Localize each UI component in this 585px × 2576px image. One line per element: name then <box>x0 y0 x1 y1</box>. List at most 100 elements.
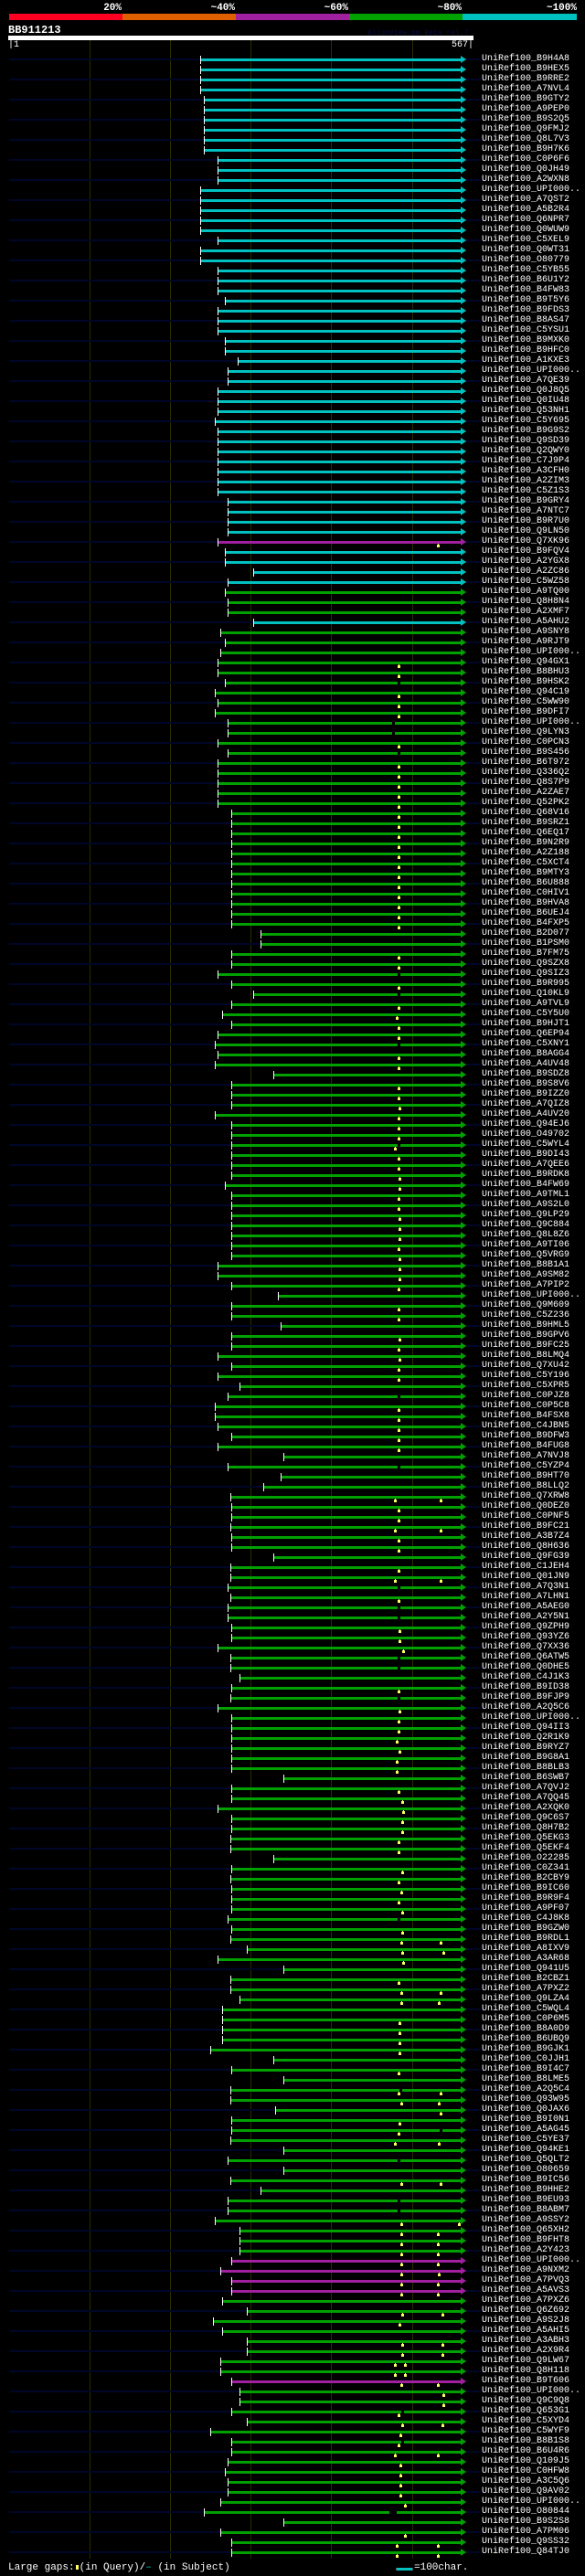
alignment-bar[interactable] <box>225 682 461 684</box>
hit-label[interactable]: UniRef100_Q52PK2 <box>482 798 570 808</box>
hit-label[interactable]: UniRef100_B4FUG8 <box>482 1441 570 1451</box>
hit-label[interactable]: UniRef100_A7Q3N1 <box>482 1582 570 1592</box>
alignment-bar[interactable] <box>203 129 461 132</box>
hit-label[interactable]: UniRef100_Q8H8N4 <box>482 597 570 607</box>
alignment-bar[interactable] <box>239 1385 461 1388</box>
hit-label[interactable]: UniRef100_Q84TJ0 <box>482 2547 570 2557</box>
alignment-bar[interactable] <box>200 209 461 212</box>
alignment-bar[interactable] <box>231 1747 461 1750</box>
alignment-bar[interactable] <box>227 511 461 514</box>
hit-label[interactable]: UniRef100_B9GZW0 <box>482 1924 570 1934</box>
hit-label[interactable]: UniRef100_UPI000.. <box>482 185 581 195</box>
alignment-bar[interactable] <box>217 973 461 976</box>
alignment-bar[interactable] <box>229 1667 461 1670</box>
hit-label[interactable]: UniRef100_A2ZAE7 <box>482 788 570 798</box>
alignment-bar[interactable] <box>214 2220 461 2222</box>
hit-label[interactable]: UniRef100_B8AGG4 <box>482 1049 570 1059</box>
hit-label[interactable]: UniRef100_B9MXK0 <box>482 335 570 345</box>
alignment-bar[interactable] <box>231 1305 461 1308</box>
alignment-bar[interactable] <box>217 239 461 242</box>
alignment-bar[interactable] <box>227 1606 461 1609</box>
alignment-bar[interactable] <box>231 1134 461 1137</box>
alignment-bar[interactable] <box>231 1164 461 1167</box>
alignment-bar[interactable] <box>260 933 461 936</box>
hit-label[interactable]: UniRef100_Q8L7V3 <box>482 134 570 144</box>
hit-label[interactable]: UniRef100_A5AHU2 <box>482 617 570 627</box>
hit-label[interactable]: UniRef100_A5B2R4 <box>482 205 570 215</box>
alignment-bar[interactable] <box>217 481 461 483</box>
hit-label[interactable]: UniRef100_Q0JAX6 <box>482 2104 570 2115</box>
hit-label[interactable]: UniRef100_B9SDZ8 <box>482 1069 570 1079</box>
alignment-bar[interactable] <box>239 2230 461 2232</box>
hit-label[interactable]: UniRef100_Q0JH49 <box>482 164 570 175</box>
hit-label[interactable]: UniRef100_Q9SIZ3 <box>482 969 570 979</box>
alignment-bar[interactable] <box>214 1405 461 1408</box>
hit-label[interactable]: UniRef100_Q9AV02 <box>482 2486 570 2496</box>
alignment-bar[interactable] <box>217 461 461 463</box>
hit-label[interactable]: UniRef100_A2Y423 <box>482 2245 570 2255</box>
alignment-bar[interactable] <box>217 290 461 292</box>
alignment-bar[interactable] <box>231 883 461 885</box>
alignment-bar[interactable] <box>231 1757 461 1760</box>
hit-label[interactable]: UniRef100_C5XNY1 <box>482 1039 570 1049</box>
alignment-bar[interactable] <box>229 1496 461 1499</box>
alignment-bar[interactable] <box>217 1647 461 1649</box>
hit-label[interactable]: UniRef100_B9IC60 <box>482 1883 570 1893</box>
hit-label[interactable]: UniRef100_Q01JN9 <box>482 1572 570 1582</box>
hit-label[interactable]: UniRef100_Q93YZ6 <box>482 1632 570 1642</box>
hit-label[interactable]: UniRef100_B9I0N1 <box>482 2115 570 2125</box>
hit-label[interactable]: UniRef100_Q653G1 <box>482 2406 570 2416</box>
alignment-bar[interactable] <box>239 2390 461 2393</box>
hit-label[interactable]: UniRef100_UPI000.. <box>482 1712 581 1723</box>
hit-label[interactable]: UniRef100_B4FW69 <box>482 1180 570 1190</box>
hit-label[interactable]: UniRef100_A2Q5C4 <box>482 2084 570 2094</box>
alignment-bar[interactable] <box>217 1355 461 1358</box>
hit-label[interactable]: UniRef100_Q9ZPH9 <box>482 1622 570 1632</box>
alignment-bar[interactable] <box>217 662 461 664</box>
alignment-bar[interactable] <box>225 1184 461 1187</box>
alignment-bar[interactable] <box>231 1717 461 1720</box>
hit-label[interactable]: UniRef100_A2Y5N1 <box>482 1612 570 1622</box>
hit-label[interactable]: UniRef100_UPI000.. <box>482 647 581 657</box>
hit-label[interactable]: UniRef100_A9SNY8 <box>482 627 570 637</box>
alignment-bar[interactable] <box>227 2461 461 2464</box>
hit-label[interactable]: UniRef100_C5Y695 <box>482 416 570 426</box>
alignment-bar[interactable] <box>231 913 461 916</box>
hit-label[interactable]: UniRef100_UPI000.. <box>482 1290 581 1300</box>
alignment-bar[interactable] <box>231 1506 461 1509</box>
hit-label[interactable]: UniRef100_Q9LYN3 <box>482 727 570 737</box>
hit-label[interactable]: UniRef100_B9S456 <box>482 747 570 758</box>
hit-label[interactable]: UniRef100_O80779 <box>482 255 570 265</box>
alignment-bar[interactable] <box>227 521 461 524</box>
alignment-bar[interactable] <box>200 219 461 222</box>
alignment-bar[interactable] <box>231 1365 461 1368</box>
hit-label[interactable]: UniRef100_C5YE37 <box>482 2135 570 2145</box>
alignment-bar[interactable] <box>229 1848 461 1850</box>
hit-label[interactable]: UniRef100_C0PCN3 <box>482 737 570 747</box>
alignment-bar[interactable] <box>225 591 461 594</box>
hit-label[interactable]: UniRef100_B9HT70 <box>482 1471 570 1481</box>
hit-label[interactable]: UniRef100_Q9FMJ2 <box>482 124 570 134</box>
alignment-bar[interactable] <box>203 99 461 101</box>
hit-label[interactable]: UniRef100_Q2QWY0 <box>482 446 570 456</box>
hit-label[interactable]: UniRef100_B9GTY2 <box>482 94 570 104</box>
hit-label[interactable]: UniRef100_Q9LN50 <box>482 526 570 536</box>
alignment-bar[interactable] <box>203 2511 461 2514</box>
hit-label[interactable]: UniRef100_A4UV20 <box>482 1109 570 1119</box>
hit-label[interactable]: UniRef100_Q9LW67 <box>482 2356 570 2366</box>
alignment-bar[interactable] <box>229 2089 461 2092</box>
hit-label[interactable]: UniRef100_UPI000.. <box>482 366 581 376</box>
alignment-bar[interactable] <box>231 843 461 845</box>
alignment-bar[interactable] <box>231 1194 461 1197</box>
hit-label[interactable]: UniRef100_A3C5Q6 <box>482 2476 570 2486</box>
alignment-bar[interactable] <box>231 963 461 966</box>
hit-label[interactable]: UniRef100_B6SWB7 <box>482 1773 570 1783</box>
alignment-bar[interactable] <box>231 1546 461 1549</box>
hit-label[interactable]: UniRef100_Q0WUW9 <box>482 225 570 235</box>
alignment-bar[interactable] <box>231 2541 461 2544</box>
hit-label[interactable]: UniRef100_B1PSM0 <box>482 938 570 949</box>
alignment-bar[interactable] <box>247 2310 461 2313</box>
alignment-bar[interactable] <box>200 199 461 202</box>
hit-label[interactable]: UniRef100_A9RJT9 <box>482 637 570 647</box>
alignment-bar[interactable] <box>220 631 461 634</box>
